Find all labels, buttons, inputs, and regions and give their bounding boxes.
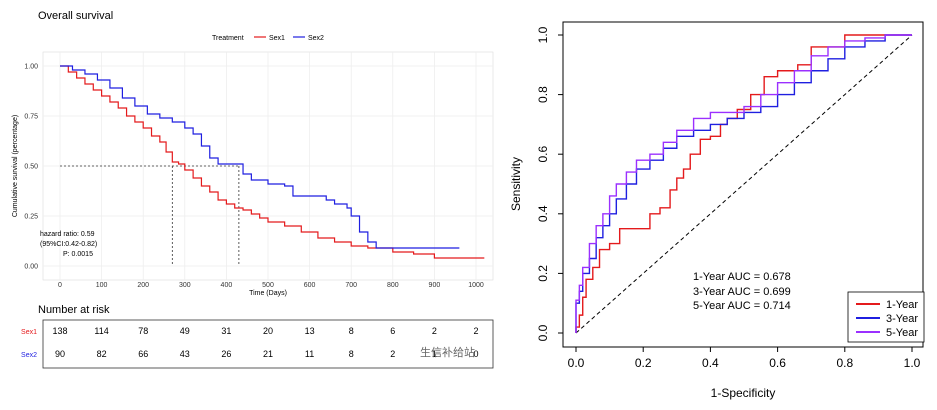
roc-y-tick-label: 1.0: [536, 26, 550, 43]
risk-table-frame: [42, 319, 494, 369]
km-x-tick-label: 100: [96, 282, 108, 289]
risk-cell-sex2: 82: [97, 349, 107, 359]
km-x-tick-label: 0: [58, 282, 62, 289]
roc-curve-1-year: [575, 34, 912, 333]
risk-cell-sex2: 1: [432, 349, 437, 359]
roc-auc-5year: 5-Year AUC = 0.714: [693, 300, 791, 312]
roc-y-tick-label: 0.6: [536, 146, 550, 163]
risk-cell-sex2: 43: [180, 349, 190, 359]
risk-cell-sex1: 31: [221, 326, 231, 336]
risk-cell-sex1: 49: [180, 326, 190, 336]
risk-cell-sex2: 66: [138, 349, 148, 359]
risk-cell-sex1: 114: [94, 326, 108, 336]
risk-row-label-sex1: Sex1: [21, 329, 37, 336]
roc-x-tick-label: 0.6: [769, 356, 786, 370]
km-legend-title: Treatment: [212, 35, 244, 42]
roc-tick-labels: 0.0 0.2 0.4 0.6 0.8 1.0 0.0 0.2 0.4 0.6 0.8 1.0: [536, 26, 921, 370]
risk-table-title: Number at risk: [38, 304, 110, 316]
km-y-tick-label: 0.25: [24, 214, 38, 221]
km-y-tick-label: 0.50: [24, 164, 38, 171]
km-x-tick-label: 900: [429, 282, 441, 289]
roc-x-tick-label: 0.0: [568, 356, 585, 370]
km-survival-curves: [60, 65, 485, 259]
km-tick-labels: 0 100 200 300 400 500 600 700 800 900 1000 0.00 0.25…: [24, 64, 484, 290]
roc-legend-label-5year: 5-Year: [886, 327, 918, 339]
km-legend: Treatment Sex1 Sex2: [212, 35, 324, 42]
risk-table-cells: 138 114 78 49 31 20 13 8 6 2 290 82 66 43 26 21 11 8 2 1 0: [52, 326, 478, 359]
km-x-tick-label: 800: [387, 282, 399, 289]
km-x-tick-label: 600: [304, 282, 316, 289]
km-annotation-hr: hazard ratio: 0.59: [40, 231, 95, 238]
km-legend-label-sex1: Sex1: [269, 35, 285, 42]
km-x-tick-label: 400: [221, 282, 233, 289]
risk-cell-sex2: 26: [221, 349, 231, 359]
km-curve-sex2: [60, 65, 460, 249]
km-y-axis-label: Cumulative survival (percentage): [12, 115, 19, 217]
risk-row-label-sex2: Sex2: [21, 352, 37, 359]
roc-y-tick-label: 0.2: [536, 265, 550, 282]
risk-cell-sex1: 138: [52, 326, 67, 336]
risk-cell-sex2: 2: [390, 349, 395, 359]
km-y-tick-label: 1.00: [24, 64, 38, 71]
risk-cell-sex2: 0: [473, 349, 478, 359]
km-legend-label-sex2: Sex2: [308, 35, 324, 42]
km-panel: Overall survival Treatment Sex1 Sex2 0 10…: [12, 10, 494, 369]
km-gridlines: [43, 52, 493, 280]
roc-auc-3year: 3-Year AUC = 0.699: [693, 286, 791, 298]
risk-cell-sex1: 8: [349, 326, 354, 336]
watermark: 生信补给站: [420, 345, 475, 359]
risk-cell-sex1: 6: [390, 326, 395, 336]
km-title: Overall survival: [38, 10, 113, 22]
km-x-tick-label: 1000: [468, 282, 484, 289]
roc-reference-diagonal: [575, 34, 913, 334]
km-annotation-ci: (95%CI:0.42-0.82): [40, 241, 97, 248]
km-y-tick-label: 0.75: [24, 114, 38, 121]
km-x-tick-label: 200: [137, 282, 149, 289]
roc-y-tick-label: 0.8: [536, 86, 550, 103]
risk-cell-sex1: 13: [305, 326, 315, 336]
risk-cell-sex1: 2: [473, 326, 478, 336]
roc-panel: 0.0 0.2 0.4 0.6 0.8 1.0 0.0 0.2 0.4 0.6 0.8 1.0 1-Y…: [509, 21, 925, 400]
roc-curve-5-year: [575, 34, 912, 333]
roc-curves: [575, 34, 912, 333]
km-x-tick-label: 700: [345, 282, 357, 289]
km-x-axis-label: Time (Days): [249, 290, 287, 297]
km-x-tick-label: 300: [179, 282, 191, 289]
km-curve-sex1: [60, 65, 485, 259]
risk-cell-sex2: 21: [263, 349, 273, 359]
risk-cell-sex1: 78: [138, 326, 148, 336]
risk-cell-sex1: 20: [263, 326, 273, 336]
km-annotation-p: P: 0.0015: [63, 251, 93, 258]
roc-x-tick-label: 1.0: [904, 356, 921, 370]
risk-cell-sex1: 2: [432, 326, 437, 336]
roc-y-axis-label: Sensitivity: [509, 157, 523, 211]
roc-x-tick-label: 0.4: [702, 356, 719, 370]
roc-y-tick-label: 0.4: [536, 205, 550, 222]
roc-x-axis-label: 1-Specificity: [711, 386, 776, 400]
risk-cell-sex2: 11: [305, 349, 314, 359]
risk-cell-sex2: 8: [349, 349, 354, 359]
km-x-tick-label: 500: [262, 282, 274, 289]
roc-x-tick-label: 0.8: [836, 356, 853, 370]
km-y-tick-label: 0.00: [24, 264, 38, 271]
roc-y-tick-label: 0.0: [536, 324, 550, 341]
roc-auc-1year: 1-Year AUC = 0.678: [693, 271, 791, 283]
risk-cell-sex2: 90: [55, 349, 65, 359]
roc-x-tick-label: 0.2: [635, 356, 652, 370]
roc-legend: 1-Year 3-Year 5-Year: [847, 291, 925, 343]
km-median-lines: [60, 165, 240, 266]
roc-legend-label-3year: 3-Year: [886, 313, 918, 325]
roc-legend-label-1year: 1-Year: [886, 299, 918, 311]
